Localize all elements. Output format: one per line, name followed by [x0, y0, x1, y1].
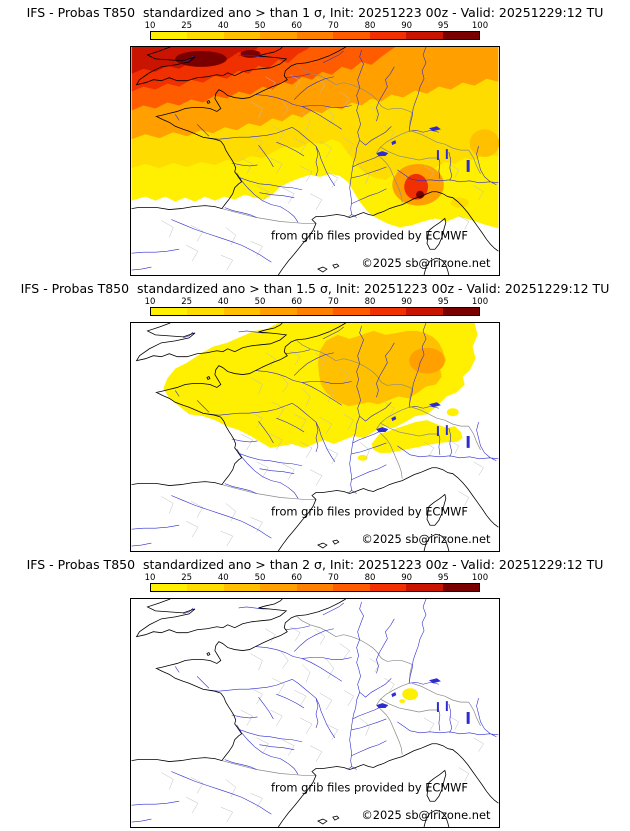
prob-alps-red: [404, 173, 429, 200]
colorbar-tick: 100: [471, 573, 489, 583]
colorbar: 10 25 40 50 60 70 80 90 95 100: [145, 21, 489, 40]
colorbar-segment: [151, 308, 188, 315]
colorbar-tick: 40: [217, 297, 229, 307]
prob-liguria-patch: [450, 197, 469, 208]
probability-field-1-5sigma: [163, 323, 478, 461]
colorbar-tick: 60: [291, 21, 303, 31]
colorbar-segment: [442, 32, 479, 39]
prob-core-95: [240, 49, 261, 58]
credit-text: from grib files provided by ECMWF: [271, 780, 468, 794]
colorbar-segment: [223, 308, 261, 315]
prob-spot: [357, 454, 368, 461]
panel-sigma-1-5: IFS - Probas T850 standardized ano > tha…: [0, 281, 630, 555]
prob-alps-dark: [416, 190, 425, 199]
credit-text: from grib files provided by ECMWF: [271, 504, 468, 518]
prob-east-patch: [469, 129, 499, 158]
colorbar-tick: 80: [364, 573, 376, 583]
colorbar-segment: [296, 584, 334, 591]
colorbar-segment: [223, 584, 261, 591]
colorbar-segment: [223, 32, 261, 39]
prob-spot: [402, 688, 419, 701]
colorbar-tick: 50: [254, 297, 266, 307]
copyright-text: ©2025 sb@irizone.net: [361, 532, 491, 546]
panel-title: IFS - Probas T850 standardized ano > tha…: [26, 5, 604, 20]
colorbar-segment: [187, 584, 224, 591]
colorbar-tick: 70: [327, 21, 339, 31]
colorbar-segment: [369, 32, 407, 39]
colorbar-tick: 90: [401, 573, 413, 583]
prob-region-40: [317, 330, 446, 407]
colorbar-tick: 10: [144, 21, 156, 31]
colorbar-segment: [406, 308, 443, 315]
map-france: from grib files provided by ECMWF ©2025 …: [130, 598, 500, 828]
colorbar-segment: [260, 308, 297, 315]
panel-title: IFS - Probas T850 standardized ano > tha…: [20, 281, 610, 296]
colorbar-segment: [369, 308, 407, 315]
colorbar-tick: 100: [471, 21, 489, 31]
colorbar-segment: [333, 308, 370, 315]
colorbar-segment: [406, 584, 443, 591]
colorbar-tick: 95: [437, 21, 449, 31]
probability-field-2sigma: [399, 688, 419, 704]
prob-alps-streak: [371, 420, 463, 453]
prob-core-50: [409, 347, 445, 374]
colorbar-tick: 100: [471, 297, 489, 307]
colorbar-tick: 40: [217, 21, 229, 31]
prob-spot: [446, 408, 459, 417]
colorbar-tick: 50: [254, 573, 266, 583]
colorbar-tick: 70: [327, 573, 339, 583]
colorbar-tick: 90: [401, 21, 413, 31]
colorbar-tick: 10: [144, 573, 156, 583]
colorbar-segment: [333, 584, 370, 591]
colorbar-ticks: 10 25 40 50 60 70 80 90 95 100: [145, 297, 489, 307]
panel-sigma-1: IFS - Probas T850 standardized ano > tha…: [0, 5, 630, 279]
colorbar-tick: 95: [437, 297, 449, 307]
colorbar: 10 25 40 50 60 70 80 90 95 100: [145, 297, 489, 316]
colorbar-segment: [333, 32, 370, 39]
map-france: from grib files provided by ECMWF ©2025 …: [130, 46, 500, 276]
colorbar-segment: [260, 584, 297, 591]
colorbar-ticks: 10 25 40 50 60 70 80 90 95 100: [145, 21, 489, 31]
colorbar-segment: [296, 308, 334, 315]
prob-core-95: [175, 50, 227, 67]
colorbar-tick: 70: [327, 297, 339, 307]
colorbar-segment: [442, 584, 479, 591]
colorbar-scale: [150, 583, 480, 592]
colorbar-segment: [187, 32, 224, 39]
colorbar-segment: [260, 32, 297, 39]
colorbar-tick: 25: [181, 573, 193, 583]
colorbar-ticks: 10 25 40 50 60 70 80 90 95 100: [145, 573, 489, 583]
colorbar-tick: 40: [217, 573, 229, 583]
colorbar-segment: [369, 584, 407, 591]
copyright-text: ©2025 sb@irizone.net: [361, 808, 491, 822]
panel-sigma-2: IFS - Probas T850 standardized ano > tha…: [0, 557, 630, 831]
prob-spot: [341, 427, 350, 434]
colorbar-tick: 80: [364, 21, 376, 31]
colorbar-tick: 25: [181, 21, 193, 31]
colorbar-tick: 25: [181, 297, 193, 307]
colorbar-tick: 60: [291, 573, 303, 583]
panel-title: IFS - Probas T850 standardized ano > tha…: [26, 557, 604, 572]
colorbar-tick: 95: [437, 573, 449, 583]
colorbar: 10 25 40 50 60 70 80 90 95 100: [145, 573, 489, 592]
probability-field-1sigma: [131, 47, 499, 229]
colorbar-segment: [187, 308, 224, 315]
colorbar-segment: [406, 32, 443, 39]
colorbar-tick: 60: [291, 297, 303, 307]
colorbar-segment: [151, 32, 188, 39]
prob-spot: [399, 699, 406, 704]
colorbar-segment: [442, 308, 479, 315]
colorbar-scale: [150, 31, 480, 40]
map-france: from grib files provided by ECMWF ©2025 …: [130, 322, 500, 552]
colorbar-tick: 90: [401, 297, 413, 307]
colorbar-scale: [150, 307, 480, 316]
colorbar-tick: 50: [254, 21, 266, 31]
credit-text: from grib files provided by ECMWF: [271, 228, 468, 242]
colorbar-segment: [296, 32, 334, 39]
colorbar-tick: 80: [364, 297, 376, 307]
colorbar-segment: [151, 584, 188, 591]
copyright-text: ©2025 sb@irizone.net: [361, 256, 491, 270]
colorbar-tick: 10: [144, 297, 156, 307]
